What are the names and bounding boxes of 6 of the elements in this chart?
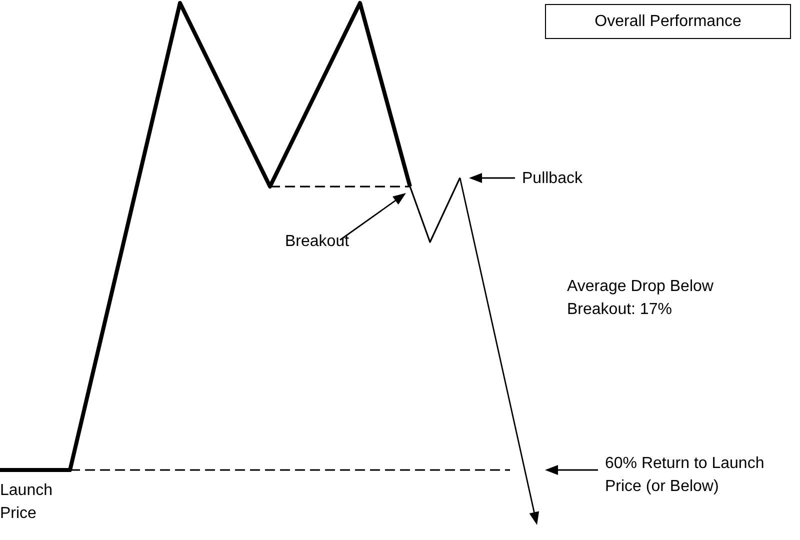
text: Launch Price <box>0 481 54 524</box>
text: Overall Performance <box>545 4 791 39</box>
annotation: Pullback <box>522 168 584 189</box>
annotation: 60% Return to Launch Price (or Below) <box>605 454 766 497</box>
annotation: Breakout <box>285 232 350 252</box>
annotation: Average Drop Below Breakout: 17% <box>567 277 714 320</box>
